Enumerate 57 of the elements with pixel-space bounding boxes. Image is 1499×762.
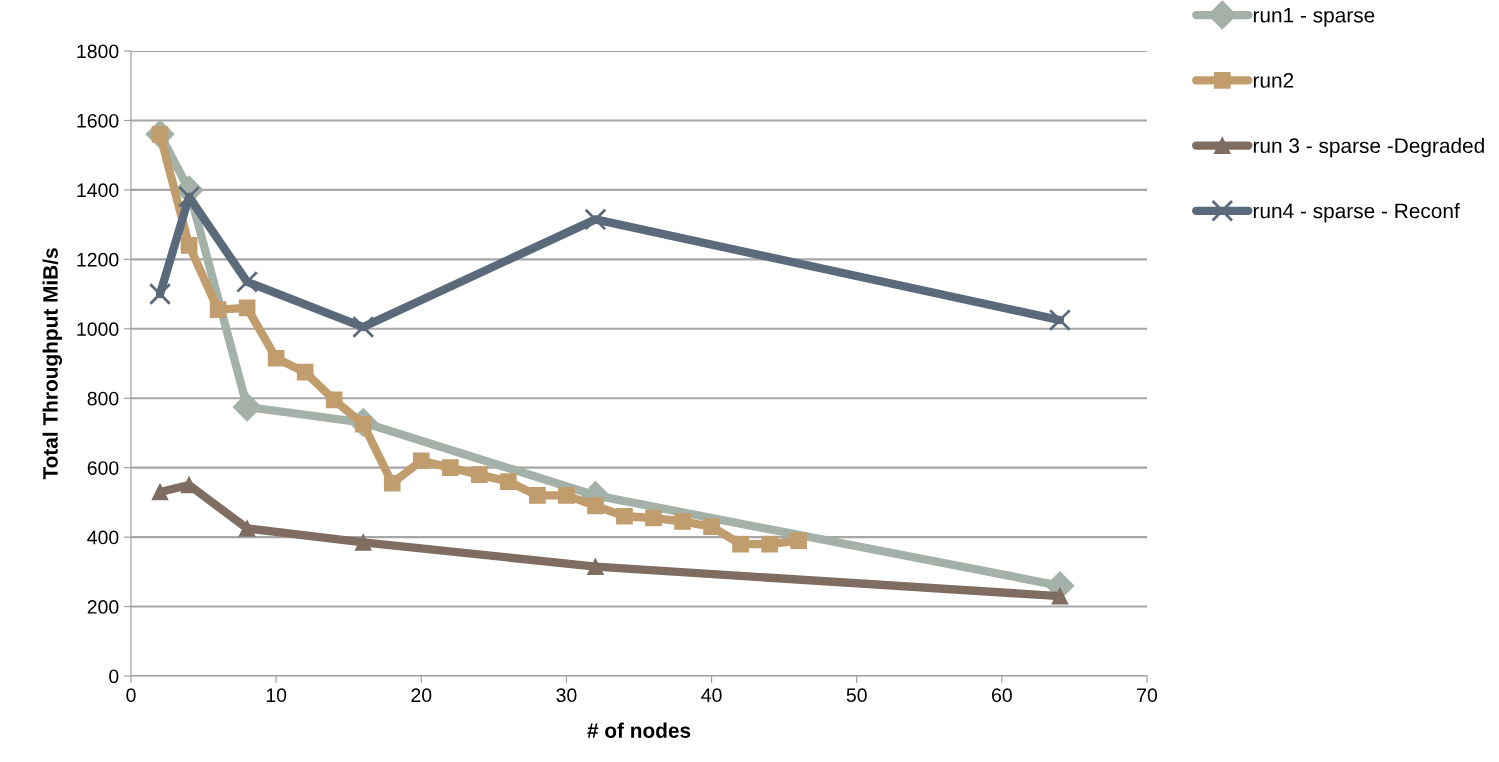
point xyxy=(148,282,172,306)
y-axis-title: Total Throughput MiB/s xyxy=(42,248,63,480)
x-tick-label: 0 xyxy=(126,688,136,703)
point xyxy=(703,518,720,536)
point xyxy=(471,466,488,483)
point xyxy=(354,533,372,551)
point xyxy=(151,483,169,501)
legend-label: run2 xyxy=(1253,73,1294,88)
point xyxy=(325,391,343,409)
legend-label: run 3 - sparse -Degraded xyxy=(1253,137,1484,158)
point xyxy=(529,487,546,504)
y-tick-label: 1000 xyxy=(77,322,119,337)
point xyxy=(180,237,198,254)
point xyxy=(587,558,604,575)
point xyxy=(267,349,285,367)
point xyxy=(238,520,256,537)
point xyxy=(1048,308,1072,332)
y-tick-label: 1200 xyxy=(77,252,119,267)
y-tick-label: 400 xyxy=(87,530,119,545)
x-axis-title: # of nodes xyxy=(587,722,691,738)
y-tick-label: 0 xyxy=(109,669,119,684)
point xyxy=(616,507,633,525)
point xyxy=(352,315,375,339)
point xyxy=(209,301,227,319)
y-tick-label: 200 xyxy=(87,600,119,614)
y-tick-label: 1600 xyxy=(77,113,119,128)
y-tick-label: 800 xyxy=(87,391,119,406)
point xyxy=(500,473,517,490)
y-tick-label: 600 xyxy=(87,461,119,475)
point xyxy=(232,392,262,422)
x-tick-label: 70 xyxy=(1137,688,1158,703)
point xyxy=(238,299,256,317)
point xyxy=(441,459,459,477)
x-tick-label: 40 xyxy=(701,688,722,703)
x-tick-label: 50 xyxy=(846,688,867,703)
point xyxy=(383,474,401,492)
point xyxy=(645,509,662,527)
legend-label: run4 - sparse - Reconf xyxy=(1253,203,1460,223)
x-tick-label: 10 xyxy=(266,688,287,703)
x-tick-label: 30 xyxy=(556,688,577,703)
point xyxy=(412,452,430,470)
point xyxy=(558,487,575,504)
legend-label: run1 - sparse xyxy=(1253,8,1375,27)
point xyxy=(584,208,607,231)
x-tick-label: 60 xyxy=(992,688,1012,703)
point xyxy=(1051,587,1069,605)
point xyxy=(177,185,201,208)
point xyxy=(732,535,749,553)
point xyxy=(587,497,604,515)
point xyxy=(674,513,691,530)
point xyxy=(761,535,778,553)
x-tick-label: 20 xyxy=(411,688,432,703)
point xyxy=(296,363,314,381)
point xyxy=(236,270,259,294)
y-tick-label: 1800 xyxy=(77,44,119,59)
y-tick-label: 1400 xyxy=(77,183,119,198)
point xyxy=(790,532,807,549)
